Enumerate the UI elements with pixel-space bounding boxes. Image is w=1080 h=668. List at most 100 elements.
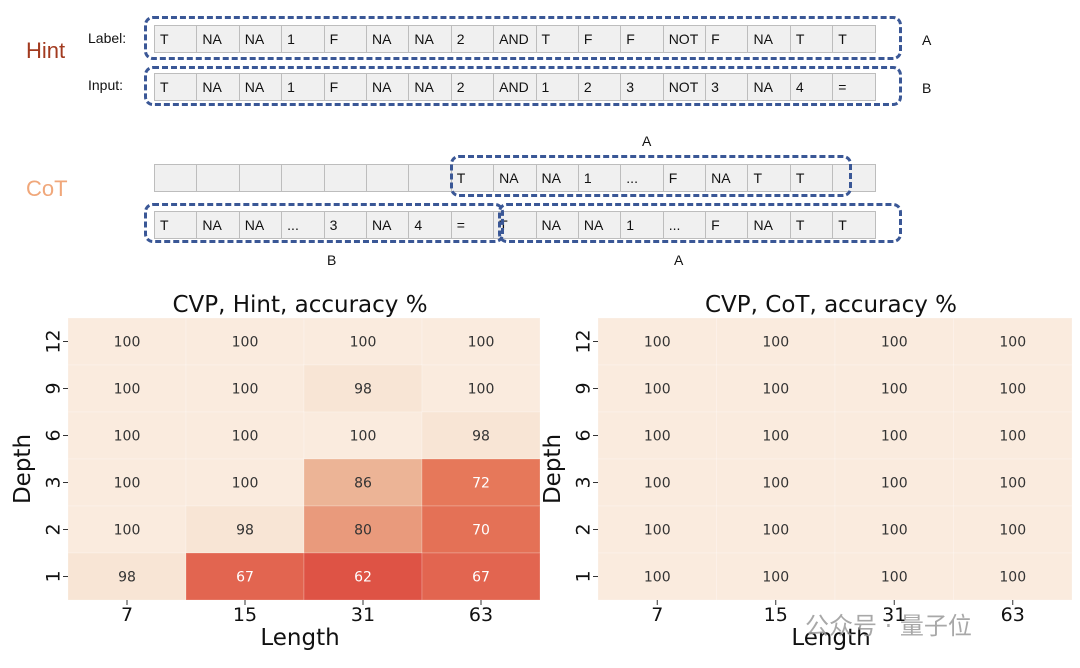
sequence-cell: 2 <box>452 74 495 100</box>
label-sequence: T NA NA 1 F NA NA 2 AND T F F NOT F NA T T <box>154 25 876 53</box>
cell-value-label: 98 <box>118 570 136 586</box>
heatmap-cell <box>953 552 1073 601</box>
cell-value-label: 100 <box>881 382 908 398</box>
y-axis-label: Depth <box>540 434 566 504</box>
marker-a-label-row: A <box>922 32 932 48</box>
marker-b-input-row: B <box>922 80 932 96</box>
heatmap-cell <box>953 364 1073 413</box>
label-row-caption: Label: <box>88 30 127 46</box>
watermark: 公众号 · 量子位 <box>805 612 972 640</box>
heatmap-cell <box>716 317 836 366</box>
y-tick-label: 1 <box>43 570 65 582</box>
cell-value-label: 100 <box>468 335 495 351</box>
heatmap-cell <box>953 317 1073 366</box>
sequence-cell: 4 <box>409 212 452 238</box>
heatmap-cell <box>421 317 541 366</box>
sequence-cell: NA <box>367 74 410 100</box>
heatmap-cell <box>716 411 836 460</box>
cell-value-label: 100 <box>232 335 259 351</box>
heatmap-cell <box>185 505 305 554</box>
cell-value-label: 80 <box>354 523 372 539</box>
sequence-cell: NA <box>537 212 579 238</box>
x-tick-label: 31 <box>351 604 375 626</box>
heatmap-cell <box>421 458 541 507</box>
cot-top-box-a <box>450 155 852 197</box>
cell-value-label: 100 <box>999 335 1026 351</box>
cot-bottom-box-a <box>498 203 902 243</box>
chart-title: CVP, CoT, accuracy % <box>705 292 957 318</box>
y-tick-label: 2 <box>573 523 595 535</box>
cell-value-label: 100 <box>999 382 1026 398</box>
y-tick-label: 3 <box>43 476 65 488</box>
y-tick-label: 3 <box>573 476 595 488</box>
heatmap-cell <box>953 505 1073 554</box>
sequence-cell: NA <box>706 165 749 191</box>
sequence-cell: 1 <box>621 212 664 238</box>
sequence-cell: NA <box>197 26 240 52</box>
heatmap-cell <box>716 552 836 601</box>
cell-value-label: 70 <box>472 523 490 539</box>
heatmap-cell <box>597 364 717 413</box>
y-tick-label: 12 <box>43 329 65 353</box>
cell-value-label: 100 <box>468 382 495 398</box>
cell-value-label: 98 <box>354 382 372 398</box>
sequence-cell: T <box>833 26 876 52</box>
cell-value-label: 100 <box>999 523 1026 539</box>
cell-value-label: 100 <box>644 570 671 586</box>
heatmap-cell <box>185 364 305 413</box>
sequence-cell: F <box>325 74 367 100</box>
sequence-cell: NA <box>409 74 452 100</box>
input-sequence: T NA NA 1 F NA NA 2 AND 1 2 3 NOT 3 NA 4 = <box>154 73 876 101</box>
sequence-cell: NA <box>197 212 240 238</box>
heatmap-cell <box>834 505 954 554</box>
sequence-cell <box>240 165 283 191</box>
heatmap-cell <box>597 458 717 507</box>
cell-value-label: 100 <box>114 335 141 351</box>
sequence-cell: NA <box>409 26 452 52</box>
cot-label: CoT <box>26 176 68 201</box>
heatmap-cell <box>67 364 187 413</box>
heatmap-cell <box>834 552 954 601</box>
sequence-cell: NA <box>197 74 240 100</box>
heatmap-cell <box>303 505 423 554</box>
x-tick-label: 63 <box>1001 604 1025 626</box>
heatmap-cell <box>67 552 187 601</box>
y-tick-label: 12 <box>573 329 595 353</box>
input-row-caption: Input: <box>88 77 124 93</box>
heatmap-cell <box>67 317 187 366</box>
sequence-cell: AND <box>494 26 537 52</box>
cell-value-label: 100 <box>881 523 908 539</box>
sequence-cell: F <box>621 26 664 52</box>
sequence-cell: NA <box>748 212 791 238</box>
cot-bottom-sequence: T NA NA... 3 NA 4 = T NA NA 1... F NA T T <box>154 211 876 239</box>
cell-value-label: 100 <box>999 476 1026 492</box>
sequence-cell: F <box>325 26 367 52</box>
sequence-cell <box>367 165 410 191</box>
heatmap-cell <box>597 505 717 554</box>
heatmap-cell <box>67 505 187 554</box>
cell-value-label: 100 <box>644 429 671 445</box>
sequence-cell: ... <box>282 212 325 238</box>
cot-bottom-box-b <box>144 203 504 243</box>
cell-value-label: 100 <box>114 382 141 398</box>
x-tick-label: 15 <box>764 604 788 626</box>
sequence-cell: NA <box>367 26 410 52</box>
label-box-a <box>144 16 902 60</box>
sequence-cell <box>197 165 240 191</box>
cell-value-label: 72 <box>472 476 490 492</box>
sequence-cell <box>155 165 198 191</box>
heatmap-cell <box>421 364 541 413</box>
sequence-cell: 1 <box>282 74 325 100</box>
cell-value-label: 100 <box>232 429 259 445</box>
cell-value-label: 98 <box>236 523 254 539</box>
cell-value-label: 100 <box>999 429 1026 445</box>
sequence-cell: NA <box>579 212 622 238</box>
y-tick-label: 9 <box>573 382 595 394</box>
input-box-b <box>144 66 902 106</box>
cell-value-label: 100 <box>762 523 789 539</box>
sequence-cell: T <box>452 165 495 191</box>
sequence-cell: T <box>833 212 876 238</box>
sequence-cell <box>325 165 367 191</box>
sequence-cell: NOT <box>664 26 707 52</box>
y-tick-label: 9 <box>43 382 65 394</box>
